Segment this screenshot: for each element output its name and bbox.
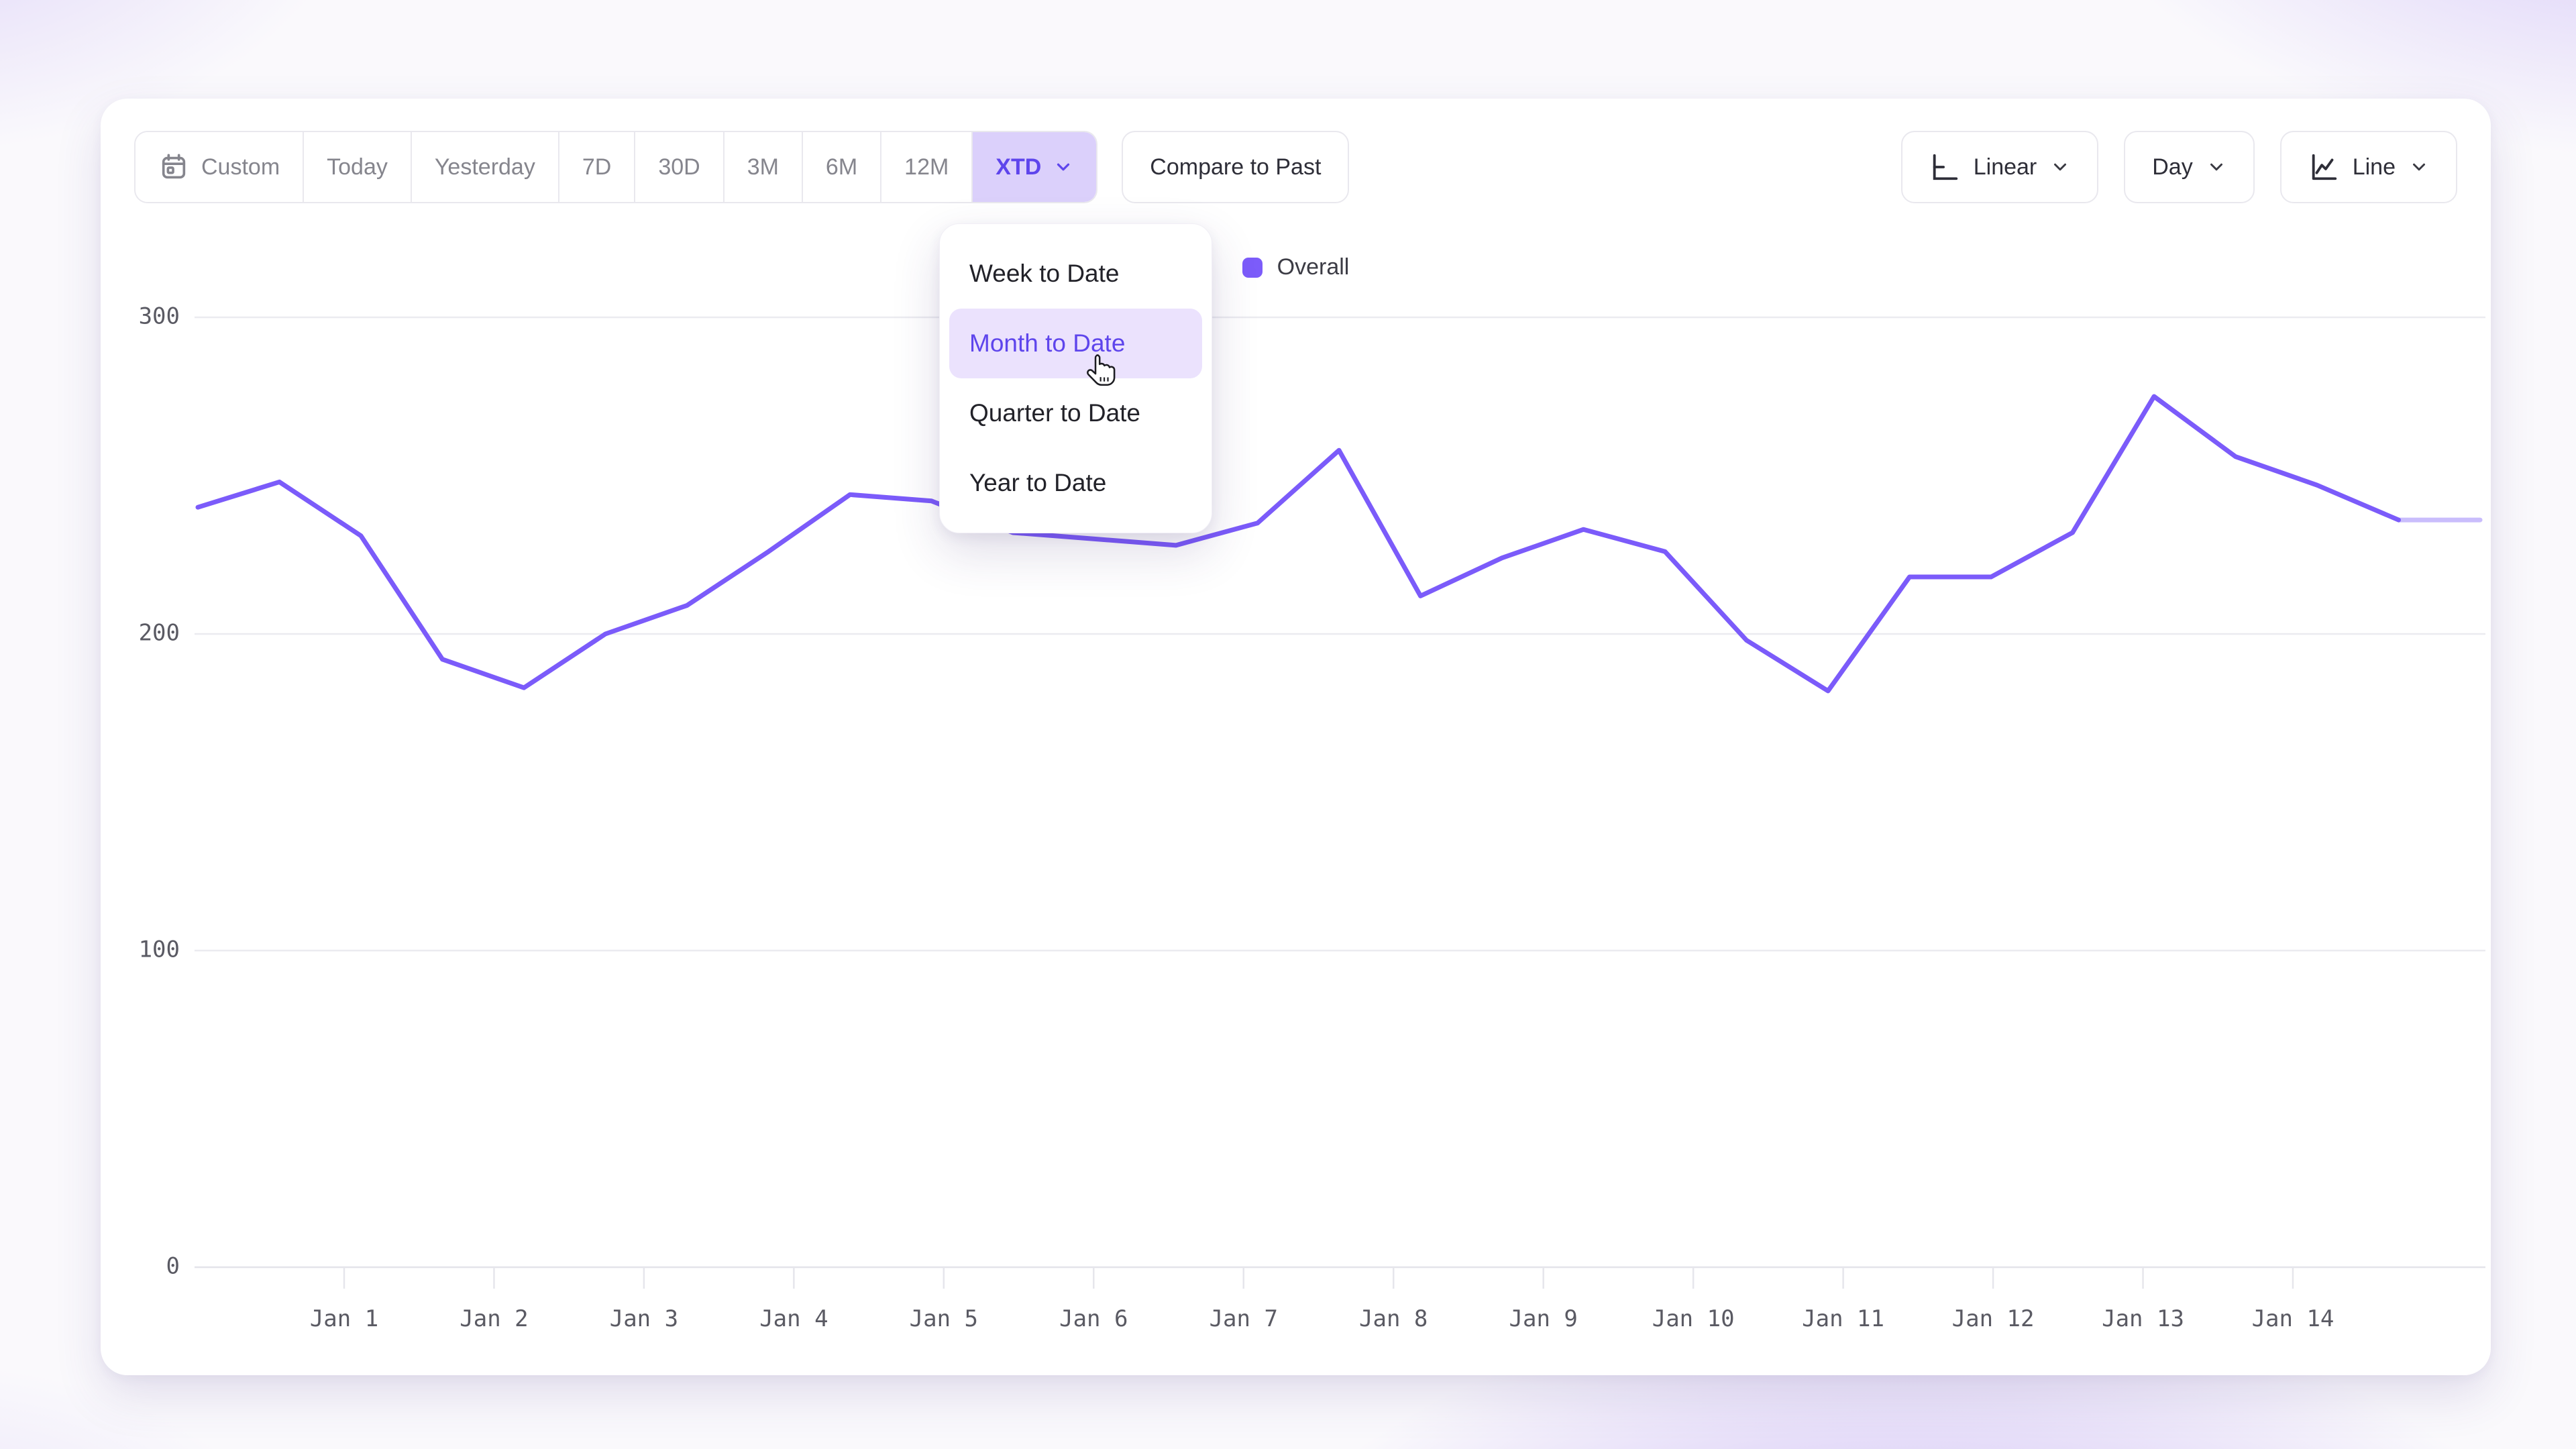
interval-dropdown-label: Day: [2152, 154, 2193, 180]
linear-axis-icon: [1933, 154, 1957, 180]
svg-text:Jan 2: Jan 2: [460, 1305, 528, 1332]
menu-item-year-to-date[interactable]: Year to Date: [969, 469, 1107, 496]
svg-text:0: 0: [166, 1253, 180, 1280]
chevron-down-icon: [2413, 163, 2425, 171]
svg-text:200: 200: [139, 620, 180, 647]
svg-text:Jan 14: Jan 14: [2252, 1305, 2334, 1332]
chevron-down-icon: [2210, 163, 2222, 171]
svg-text:Jan 7: Jan 7: [1210, 1305, 1278, 1332]
date-range-dropdown-menu: Week to Date Month to Date Quarter to Date…: [939, 223, 1212, 533]
insight-card: Custom Today Yesterday 7D 30D 3M 6M 12M XTD Comp…: [101, 99, 2491, 1375]
legend-label: Overall: [1277, 254, 1350, 280]
date-range-label: Custom: [201, 154, 280, 180]
menu-item-week-to-date[interactable]: Week to Date: [969, 260, 1120, 287]
line-chart: 0 100 200 300 Jan 1 Jan 2 Jan 3 Jan 4 Jan 5 Jan 6…: [139, 303, 2485, 1332]
svg-text:Jan 9: Jan 9: [1509, 1305, 1578, 1332]
date-range-12m[interactable]: 12M: [880, 132, 972, 202]
compare-to-past-label: Compare to Past: [1150, 154, 1322, 180]
date-range-6m[interactable]: 6M: [801, 132, 881, 202]
date-range-label: 30D: [658, 154, 700, 180]
chevron-down-icon: [2054, 163, 2067, 171]
legend-swatch: [1242, 257, 1263, 278]
date-range-30d[interactable]: 30D: [634, 132, 723, 202]
svg-text:Jan 8: Jan 8: [1359, 1305, 1428, 1332]
date-range-label: 6M: [825, 154, 858, 180]
svg-text:100: 100: [139, 936, 180, 963]
calendar-icon: [162, 154, 186, 179]
scale-dropdown-button[interactable]: Linear: [1900, 131, 2099, 203]
chevron-down-icon: [1057, 163, 1070, 171]
date-range-custom[interactable]: Custom: [136, 132, 303, 202]
svg-text:Jan 13: Jan 13: [2102, 1305, 2184, 1332]
chart-type-dropdown-label: Line: [2352, 154, 2396, 180]
chart-settings-group: Linear Day Line: [1900, 131, 2457, 203]
line-chart-icon: [2312, 154, 2337, 180]
date-range-label: 7D: [582, 154, 612, 180]
date-range-label: XTD: [996, 154, 1042, 180]
date-range-yesterday[interactable]: Yesterday: [410, 132, 558, 202]
svg-text:Jan 5: Jan 5: [910, 1305, 978, 1332]
scale-dropdown-label: Linear: [1973, 154, 2037, 180]
menu-item-month-to-date[interactable]: Month to Date: [949, 309, 1202, 378]
date-range-label: 3M: [747, 154, 779, 180]
svg-text:Jan 6: Jan 6: [1059, 1305, 1128, 1332]
date-range-today[interactable]: Today: [303, 132, 411, 202]
date-range-label: Yesterday: [434, 154, 535, 180]
date-range-group: Custom Today Yesterday 7D 30D 3M 6M 12M XTD: [134, 131, 1098, 203]
date-range-xtd[interactable]: XTD: [971, 132, 1097, 202]
date-range-label: 12M: [904, 154, 949, 180]
toolbar: Custom Today Yesterday 7D 30D 3M 6M 12M XTD Comp…: [134, 131, 2457, 203]
svg-text:Jan 12: Jan 12: [1952, 1305, 2035, 1332]
svg-text:Jan 4: Jan 4: [759, 1305, 828, 1332]
svg-text:Jan 10: Jan 10: [1652, 1305, 1735, 1332]
chart-legend: Overall: [101, 254, 2491, 280]
svg-text:Jan 3: Jan 3: [610, 1305, 678, 1332]
compare-to-past-button[interactable]: Compare to Past: [1122, 131, 1350, 203]
svg-text:300: 300: [139, 303, 180, 330]
menu-item-quarter-to-date[interactable]: Quarter to Date: [969, 399, 1141, 427]
date-range-label: Today: [327, 154, 388, 180]
chart-type-dropdown-button[interactable]: Line: [2279, 131, 2457, 203]
interval-dropdown-button[interactable]: Day: [2124, 131, 2255, 203]
date-range-7d[interactable]: 7D: [557, 132, 635, 202]
svg-text:Jan 1: Jan 1: [310, 1305, 378, 1332]
date-range-3m[interactable]: 3M: [722, 132, 802, 202]
svg-text:Jan 11: Jan 11: [1802, 1305, 1884, 1332]
